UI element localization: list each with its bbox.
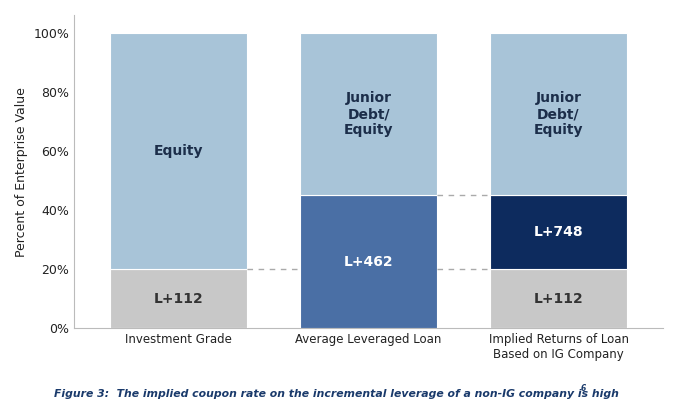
Text: 6: 6 xyxy=(580,384,586,393)
Text: Junior
Debt/
Equity: Junior Debt/ Equity xyxy=(344,91,393,137)
Text: Junior
Debt/
Equity: Junior Debt/ Equity xyxy=(534,91,583,137)
Bar xyxy=(111,269,247,328)
Text: L+112: L+112 xyxy=(534,292,584,306)
Text: Figure 3:  The implied coupon rate on the incremental leverage of a non-IG compa: Figure 3: The implied coupon rate on the… xyxy=(54,389,619,399)
Bar xyxy=(490,196,627,269)
Text: L+112: L+112 xyxy=(154,292,203,306)
Text: Equity: Equity xyxy=(154,144,203,158)
Bar xyxy=(111,33,247,269)
Bar xyxy=(490,269,627,328)
Bar xyxy=(300,33,437,196)
Text: L+462: L+462 xyxy=(344,255,393,269)
Bar xyxy=(300,196,437,328)
Bar xyxy=(490,33,627,196)
Y-axis label: Percent of Enterprise Value: Percent of Enterprise Value xyxy=(15,87,28,256)
Text: L+748: L+748 xyxy=(534,225,583,239)
